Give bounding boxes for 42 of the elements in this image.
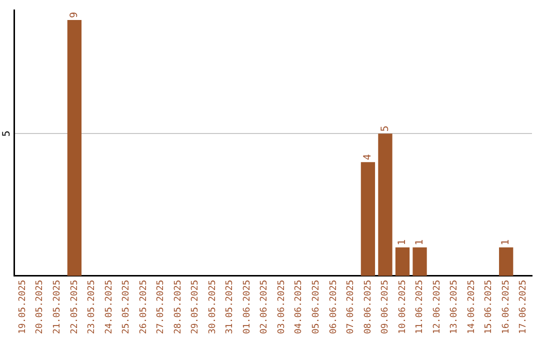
data-label: 5 bbox=[380, 126, 391, 132]
x-tick-label: 06.06.2025 bbox=[328, 280, 339, 334]
x-tick-label: 20.05.2025 bbox=[35, 280, 46, 334]
x-tick-label: 13.06.2025 bbox=[450, 280, 460, 334]
x-tick-label: 10.06.2025 bbox=[398, 280, 408, 334]
x-tick-label: 30.05.2025 bbox=[208, 280, 218, 334]
x-tick-label: 29.05.2025 bbox=[190, 280, 201, 334]
data-label: 4 bbox=[362, 154, 374, 160]
x-tick-label: 04.06.2025 bbox=[294, 280, 304, 334]
x-tick-label: 23.05.2025 bbox=[87, 280, 98, 334]
data-label: 1 bbox=[414, 239, 426, 246]
x-tick-label: 25.05.2025 bbox=[122, 280, 132, 334]
data-label: 1 bbox=[500, 239, 512, 246]
x-tick-label: 05.06.2025 bbox=[312, 280, 322, 334]
x-tick-label: 26.05.2025 bbox=[138, 280, 149, 334]
x-tick-label: 19.05.2025 bbox=[18, 280, 28, 334]
x-tick-label: 16.06.2025 bbox=[501, 280, 512, 334]
x-tick-label: 17.06.2025 bbox=[518, 280, 529, 334]
x-tick-label: 11.06.2025 bbox=[415, 280, 426, 334]
x-tick-label: 01.06.2025 bbox=[242, 280, 252, 334]
data-label: 1 bbox=[397, 239, 408, 246]
x-tick-label: 24.05.2025 bbox=[104, 280, 114, 334]
x-tick-label: 02.06.2025 bbox=[260, 280, 270, 334]
data-label: 9 bbox=[69, 12, 80, 18]
x-tick-label: 09.06.2025 bbox=[380, 280, 391, 334]
bar bbox=[67, 20, 82, 276]
x-tick-label: 31.05.2025 bbox=[225, 280, 236, 334]
x-tick-label: 22.05.2025 bbox=[70, 280, 80, 334]
x-tick-label: 15.06.2025 bbox=[484, 280, 494, 334]
x-tick-label: 14.06.2025 bbox=[466, 280, 477, 334]
bar bbox=[499, 247, 514, 276]
x-tick-label: 12.06.2025 bbox=[432, 280, 442, 334]
bar bbox=[360, 162, 376, 276]
x-tick-label: 21.05.2025 bbox=[52, 280, 63, 334]
bar bbox=[378, 134, 392, 276]
x-tick-label: 07.06.2025 bbox=[346, 280, 356, 334]
x-tick-label: 03.06.2025 bbox=[276, 280, 287, 334]
x-tick-label: 08.06.2025 bbox=[363, 280, 374, 334]
x-tick-label: 27.05.2025 bbox=[156, 280, 166, 334]
bar bbox=[395, 247, 410, 276]
x-tick-label: 28.05.2025 bbox=[173, 280, 184, 334]
bar bbox=[412, 247, 427, 276]
